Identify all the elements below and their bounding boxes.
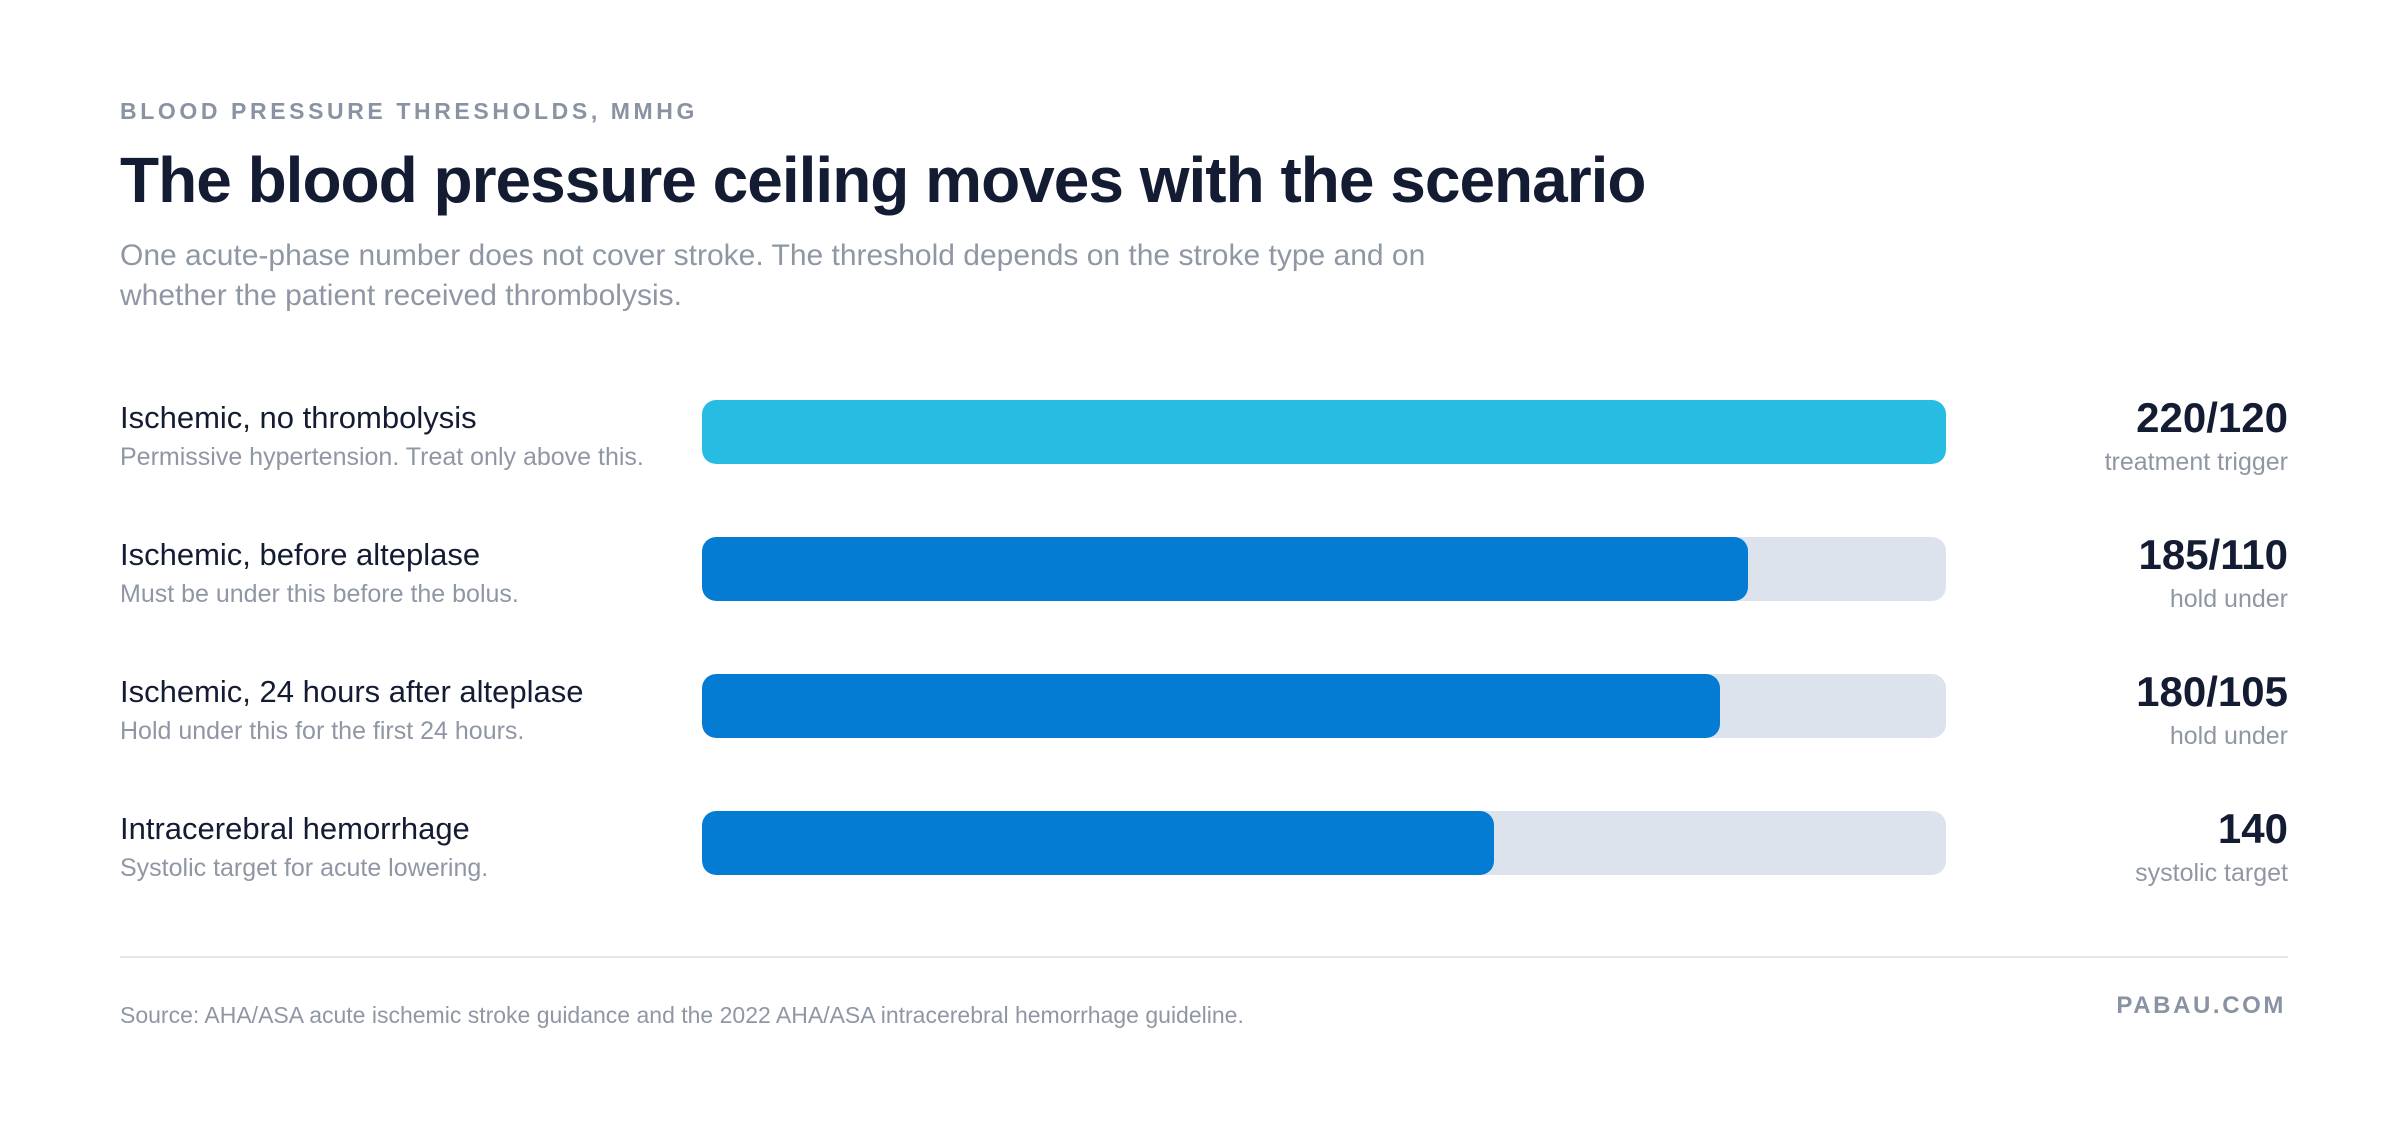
bar-row: Ischemic, no thrombolysis Permissive hyp… xyxy=(0,394,2400,510)
bar xyxy=(702,400,1946,464)
brand-mark: PABAU.COM xyxy=(2116,992,2286,1019)
data-unit: treatment trigger xyxy=(2104,448,2288,476)
category-label: Intracerebral hemorrhage xyxy=(120,811,470,846)
category-label: Ischemic, no thrombolysis xyxy=(120,400,477,435)
category-label: Ischemic, 24 hours after alteplase xyxy=(120,674,584,709)
data-unit: hold under xyxy=(2169,722,2288,750)
category-note: Systolic target for acute lowering. xyxy=(120,854,489,882)
bar xyxy=(702,811,1494,875)
data-label: 140 xyxy=(2217,805,2288,852)
category-note: Permissive hypertension. Treat only abov… xyxy=(120,443,644,471)
bar-track xyxy=(702,537,1946,601)
category-note: Must be under this before the bolus. xyxy=(120,580,519,608)
data-unit: hold under xyxy=(2169,585,2288,613)
source-note: Source: AHA/ASA acute ischemic stroke gu… xyxy=(120,1002,1244,1028)
data-label: 220/120 xyxy=(2136,394,2288,441)
bar-track xyxy=(702,811,1946,875)
footer-divider xyxy=(120,956,2288,958)
bar-row: Ischemic, before alteplase Must be under… xyxy=(0,531,2400,647)
chart-subtitle: One acute-phase number does not cover st… xyxy=(120,239,1426,312)
chart-title: The blood pressure ceiling moves with th… xyxy=(120,144,1646,216)
category-label: Ischemic, before alteplase xyxy=(120,537,481,572)
bar xyxy=(702,537,1749,601)
data-label: 180/105 xyxy=(2136,668,2288,715)
data-label: 185/110 xyxy=(2138,531,2288,578)
bar-row: Intracerebral hemorrhage Systolic target… xyxy=(0,805,2400,921)
bar-track xyxy=(702,674,1946,738)
data-unit: systolic target xyxy=(2135,859,2288,887)
bar-row: Ischemic, 24 hours after alteplase Hold … xyxy=(0,668,2400,784)
category-note: Hold under this for the first 24 hours. xyxy=(120,717,525,745)
bar-track xyxy=(702,400,1946,464)
bar xyxy=(702,674,1720,738)
eyebrow-label: BLOOD PRESSURE THRESHOLDS, MMHG xyxy=(120,98,699,124)
